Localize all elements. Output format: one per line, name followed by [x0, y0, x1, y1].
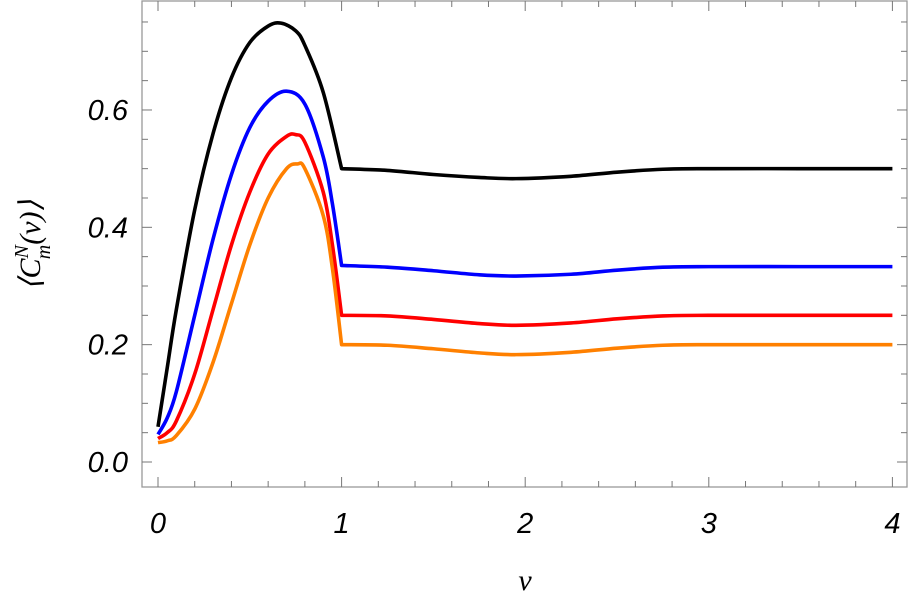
y-axis-label: ⟨CNm(v)⟩ — [11, 199, 55, 290]
x-tick-label: 3 — [701, 508, 717, 540]
x-tick-label: 2 — [516, 508, 533, 540]
x-axis-label: v — [518, 564, 532, 597]
y-tick-label: 0.6 — [88, 95, 129, 127]
series-line-1 — [156, 89, 893, 436]
series-line-3 — [157, 161, 893, 445]
x-tick-label: 4 — [884, 508, 900, 540]
series-lines — [156, 21, 893, 445]
y-tick-label: 0.4 — [88, 212, 128, 244]
y-tick-labels: 0.0 0.2 0.4 0.6 — [88, 95, 129, 479]
series-line-2 — [157, 132, 893, 441]
x-tick-labels: 0 1 2 3 4 — [150, 508, 901, 540]
series-line-0 — [156, 21, 893, 428]
svg-text:⟨CNm(v)⟩: ⟨CNm(v)⟩ — [11, 199, 55, 290]
y-tick-label: 0.2 — [88, 330, 128, 362]
x-tick-label: 0 — [150, 508, 166, 540]
plot-frame — [141, 0, 908, 488]
y-tick-label: 0.0 — [88, 447, 128, 479]
axis-ticks — [142, 1, 907, 487]
x-tick-label: 1 — [334, 508, 350, 540]
plot-border — [141, 0, 908, 488]
